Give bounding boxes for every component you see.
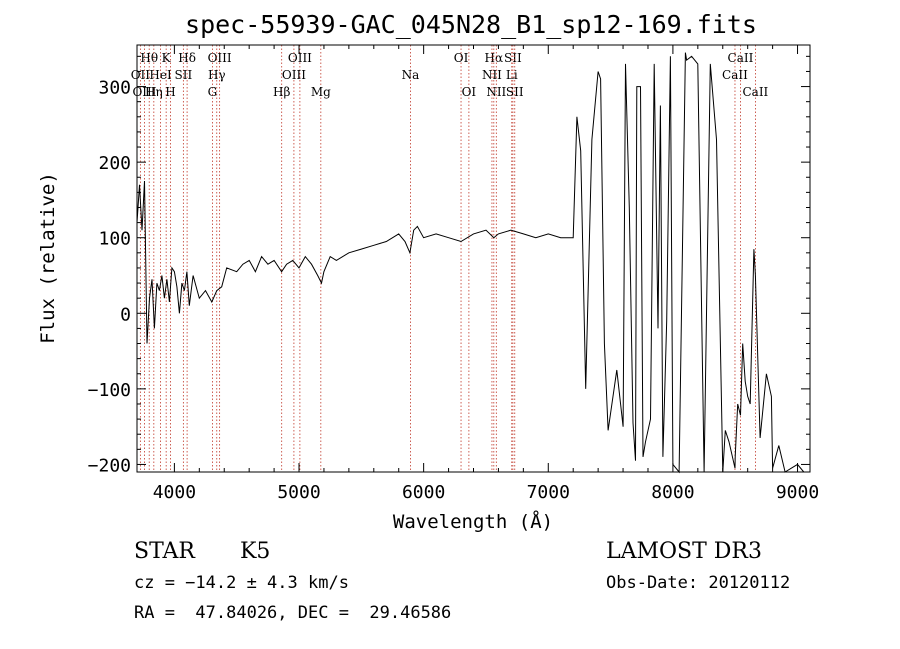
spectrum-series-line xyxy=(136,52,805,474)
y-tick-label: 0 xyxy=(120,304,131,325)
spectral-line-label: CaII xyxy=(742,85,768,99)
spectral-line-label: SII xyxy=(506,85,524,99)
spectral-line-label: K xyxy=(162,51,172,65)
y-tick-label: 300 xyxy=(98,78,131,99)
survey-name: LAMOST DR3 xyxy=(606,539,762,564)
coordinates: RA = 47.84026, DEC = 29.46586 xyxy=(134,603,452,623)
spectral-line-label: Li xyxy=(506,68,518,82)
axis-ticks-layer: 4000 5000 6000 7000 8000 9000 −200 −100 0 100 200 3… xyxy=(88,45,819,503)
y-tick-label: 100 xyxy=(98,229,131,250)
plot-frame xyxy=(136,44,811,473)
spectral-line-label: Hα xyxy=(485,51,504,65)
spectral-line-label: SII xyxy=(504,51,522,65)
object-subclass: K5 xyxy=(240,539,271,564)
spectral-line-label: NII xyxy=(482,68,502,82)
spectral-line-label: Na xyxy=(402,68,420,82)
spectral-line-label: SII xyxy=(175,68,193,82)
spectral-line-label: Hγ xyxy=(208,68,226,82)
spectral-line-label: Hη xyxy=(145,85,163,99)
spectral-line-label: G xyxy=(208,85,218,99)
spectral-line-label: Hθ xyxy=(140,51,158,65)
x-axis-label: Wavelength (Å) xyxy=(393,510,553,533)
object-class: STAR xyxy=(134,539,195,564)
y-tick-label: −100 xyxy=(88,380,131,401)
x-tick-label: 5000 xyxy=(277,482,320,503)
y-axis-label: Flux (relative) xyxy=(37,172,59,344)
x-tick-label: 4000 xyxy=(153,482,196,503)
spectral-line-label: CaII xyxy=(728,51,754,65)
spectral-line-label: Hδ xyxy=(178,51,196,65)
x-tick-label: 6000 xyxy=(402,482,445,503)
spectral-line-label: OII xyxy=(131,68,151,82)
spectral-line-label: OIII xyxy=(132,85,156,99)
y-tick-label: −200 xyxy=(88,455,131,476)
spectral-line-label: OIII xyxy=(208,51,232,65)
spectral-line-label: OIII xyxy=(288,51,312,65)
y-tick-label: 200 xyxy=(98,153,131,174)
spectral-line-label: OI xyxy=(454,51,469,65)
spectral-line-label: NII xyxy=(486,85,506,99)
spectral-line-label: OIII xyxy=(282,68,306,82)
spectral-line-label: Mg xyxy=(311,85,331,99)
spectral-line-label: CaII xyxy=(722,68,748,82)
spectral-line-label: HeI xyxy=(149,68,172,82)
redshift-velocity: cz = −14.2 ± 4.3 km/s xyxy=(134,573,349,593)
chart-title: spec-55939-GAC_045N28_B1_sp12-169.fits xyxy=(185,10,757,39)
spectral-line-label: H xyxy=(165,85,175,99)
x-tick-label: 9000 xyxy=(776,482,819,503)
x-tick-label: 8000 xyxy=(651,482,694,503)
spectrum-layer xyxy=(136,52,805,474)
spectral-line-label: OI xyxy=(462,85,477,99)
x-tick-label: 7000 xyxy=(527,482,570,503)
observation-date: Obs-Date: 20120112 xyxy=(606,573,791,593)
spectral-line-label: Hβ xyxy=(273,85,290,99)
